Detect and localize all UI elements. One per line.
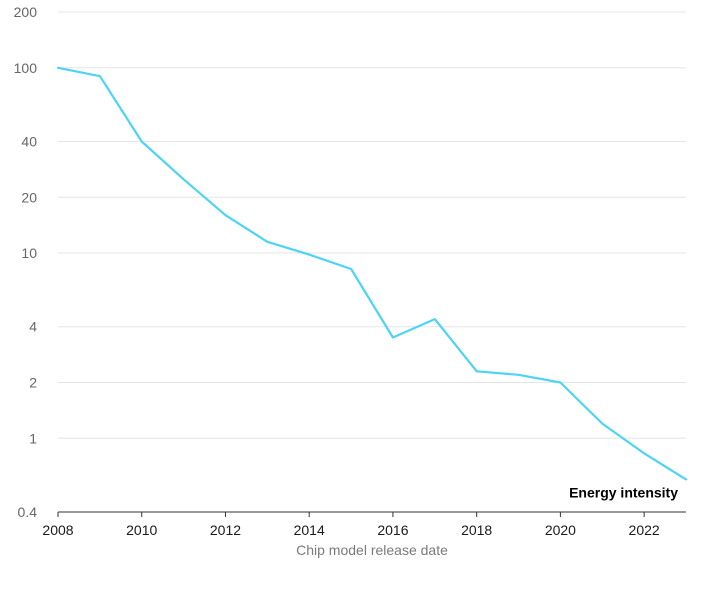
x-tick-label: 2018 bbox=[461, 522, 492, 538]
x-tick-label: 2012 bbox=[210, 522, 241, 538]
y-tick-label: 200 bbox=[14, 4, 38, 20]
y-tick-label: 2 bbox=[29, 375, 37, 391]
x-tick-label: 2014 bbox=[294, 522, 325, 538]
x-axis-title: Chip model release date bbox=[296, 542, 448, 558]
series-label: Energy intensity bbox=[569, 484, 678, 500]
y-tick-label: 10 bbox=[21, 245, 37, 261]
x-axis-ticks: 2008 2010 2012 2014 2016 2018 2020 2022 bbox=[42, 512, 660, 538]
series-lines bbox=[56, 66, 688, 481]
y-axis-ticks: 0.4 1 2 4 10 20 40 100 200 bbox=[14, 4, 38, 520]
x-tick-label: 2020 bbox=[545, 522, 576, 538]
y-tick-label: 0.4 bbox=[18, 504, 38, 520]
y-tick-label: 4 bbox=[29, 319, 37, 335]
x-tick-label: 2016 bbox=[377, 522, 408, 538]
x-tick-label: 2022 bbox=[629, 522, 660, 538]
y-tick-label: 20 bbox=[21, 189, 37, 205]
y-tick-label: 1 bbox=[29, 430, 37, 446]
x-tick-label: 2010 bbox=[126, 522, 157, 538]
y-tick-label: 40 bbox=[21, 133, 37, 149]
x-tick-label: 2008 bbox=[42, 522, 73, 538]
grid-lines bbox=[58, 11, 686, 439]
series-labels: Energy intensity bbox=[569, 484, 678, 500]
series-line bbox=[56, 66, 688, 481]
y-tick-label: 100 bbox=[14, 60, 38, 76]
